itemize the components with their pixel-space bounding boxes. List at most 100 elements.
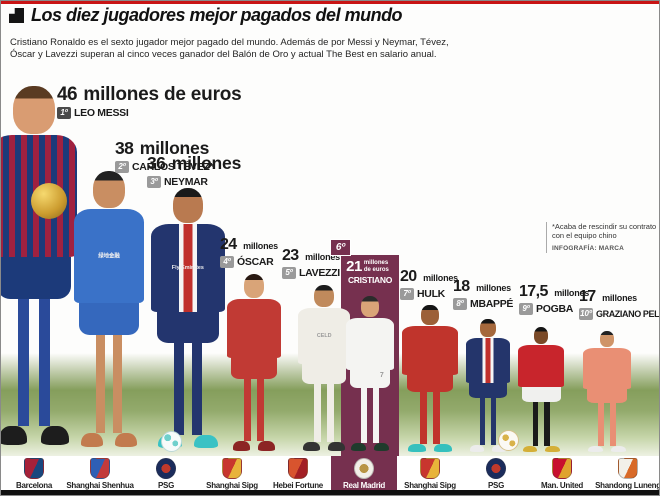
club-cell-man-united: Man. United (529, 456, 595, 490)
salary-label-tevez: 38 millones 2º CARLOS TÉVEZ* (115, 138, 214, 173)
player-legs (5, 299, 63, 427)
player-legs (163, 342, 213, 435)
club-name: Real Madrid (342, 481, 386, 490)
rank-badge: 3º (147, 176, 161, 188)
club-cell-shanghai-sipg-2: Shanghai Sipg (397, 456, 463, 490)
page-title: Los diez jugadores mejor pagados del mun… (31, 5, 403, 25)
psg-crest-icon (486, 458, 506, 479)
player-boots (470, 445, 506, 452)
salary-amount: 17 (579, 288, 596, 305)
player-name: POGBA (536, 302, 574, 315)
salary-label-pogba: 17,5 millones 9º POGBA (519, 284, 589, 315)
player-name: GRAZIANO PELLÉ (596, 308, 660, 319)
club-name: Hebei Fortune (273, 481, 323, 490)
hebei-fortune-crest-icon (288, 458, 308, 479)
salary-amount: 17,5 (519, 283, 548, 300)
salary-label-hulk: 20 millones 7º HULK (400, 269, 458, 300)
salary-unit: millones (476, 283, 511, 293)
player-figure-oscar (225, 274, 283, 451)
player-shorts (79, 302, 139, 336)
player-name: CARLOS TÉVEZ* (132, 160, 214, 173)
footnote-line-2: con el equipo chino (552, 231, 617, 240)
player-legs (526, 401, 557, 446)
club-cell-psg: PSG (133, 456, 199, 490)
player-shorts (302, 364, 346, 384)
footnote-line-1: *Acaba de rescindir su contrato (552, 222, 657, 231)
club-cell-hebei-fortune: Hebei Fortune (265, 456, 331, 490)
player-boots (1, 426, 69, 445)
player-shorts: 7 (349, 370, 391, 389)
salary-unit: millones de euros (363, 260, 389, 273)
salary-amount: 36 (147, 153, 166, 173)
player-shirt (518, 344, 564, 387)
player-shirt (465, 337, 511, 383)
player-legs (591, 403, 623, 447)
player-name: CRISTIANO (347, 275, 393, 285)
player-shirt: 绿地金融 (74, 208, 144, 303)
player-boots (80, 433, 138, 448)
intro-line-2: Óscar y Lavezzi superan al cinco veces g… (10, 48, 437, 60)
kit-number: 7 (379, 372, 384, 380)
player-boots (587, 446, 627, 453)
salary-amount: 20 (400, 268, 417, 285)
player-shirt (227, 298, 281, 359)
player-shirt (346, 317, 394, 371)
barcelona-crest-icon (24, 458, 44, 479)
intro-line-1: Cristiano Ronaldo es el sexto jugador me… (10, 37, 449, 48)
rank-badge: 8º (453, 298, 467, 310)
player-boots (522, 445, 560, 453)
club-name: Barcelona (16, 481, 52, 490)
player-legs (236, 379, 272, 442)
infographic-credit: INFOGRAFÍA: MARCA (552, 245, 625, 252)
player-head (421, 305, 439, 325)
salary-amount: 23 (282, 247, 299, 264)
salary-amount: 18 (453, 278, 470, 295)
player-name: ÓSCAR (237, 255, 274, 268)
player-name: MBAPPÉ (470, 297, 514, 310)
rank-badge: 7º (400, 288, 414, 300)
player-head (599, 331, 615, 348)
psg-crest-icon (156, 458, 176, 479)
salary-label-mbappe: 18 millones 8º MBAPPÉ (453, 279, 513, 310)
rank-badge: 4º (220, 256, 234, 268)
player-figure-cristiano: 7 (344, 296, 396, 452)
salary-unit: millones (423, 273, 458, 283)
club-cell-shanghai-sipg: Shanghai Sipg (199, 456, 265, 490)
player-name: LEO MESSI (74, 106, 129, 119)
shirt-sponsor-text: CELD (316, 333, 332, 339)
player-figure-lavezzi: CELD (296, 285, 352, 451)
salary-amount: 38 (115, 138, 134, 158)
club-name: Shanghai Sipg (206, 481, 258, 490)
shirt-sponsor-text: Fly Emirates (171, 265, 205, 271)
football-right (498, 430, 519, 451)
salary-amount: 24 (220, 236, 237, 253)
player-shirt: Fly Emirates (151, 223, 225, 312)
shanghai-shenhua-crest-icon (90, 458, 110, 479)
club-name: Man. United (540, 481, 584, 490)
salary-unit: millones (554, 288, 590, 298)
man-united-crest-icon (552, 458, 572, 479)
club-name: PSG (158, 481, 174, 490)
player-figure-pogba (516, 327, 566, 453)
player-name: NEYMAR (164, 175, 208, 188)
salary-unit: millones (171, 153, 242, 173)
club-footer-bar: Barcelona Shanghai Shenhua PSG Shanghai … (1, 456, 659, 490)
shanghai-sipg-crest-icon (222, 458, 242, 479)
football-left (161, 431, 182, 452)
golden-ball (31, 183, 67, 219)
player-shorts (469, 382, 507, 399)
shirt-sponsor-text: 绿地金融 (98, 254, 120, 260)
player-head (12, 86, 56, 134)
rank-badge-cristiano: 6º (330, 239, 351, 256)
rank-badge: 10º (579, 308, 593, 320)
club-name: PSG (488, 481, 504, 490)
player-shirt (402, 325, 458, 375)
player-head (92, 171, 126, 208)
player-shorts (521, 386, 561, 402)
player-head (480, 319, 496, 337)
salary-label-pelle: 17 millones 10º GRAZIANO PELLÉ (579, 288, 660, 320)
footnote: *Acaba de rescindir su contrato con el e… (546, 222, 659, 253)
salary-label-cristiano: 21 millones de euros CRISTIANO (341, 258, 399, 292)
player-name: HULK (417, 287, 445, 300)
